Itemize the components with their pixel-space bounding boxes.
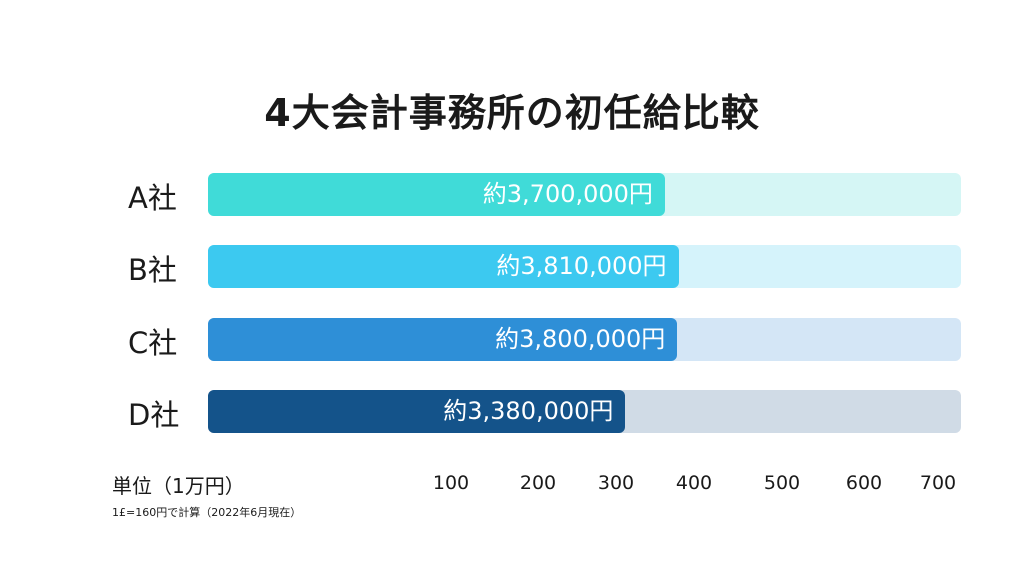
unit-label: 単位（1万円） <box>112 474 245 498</box>
x-tick-label: 500 <box>763 472 801 494</box>
category-label: D社 <box>128 398 180 432</box>
x-tick-label: 200 <box>519 472 557 494</box>
data-label: 約3,800,000円 <box>495 325 666 353</box>
x-tick-label: 100 <box>432 472 470 494</box>
footnote: 1£=160円で計算（2022年6月現在） <box>112 506 302 519</box>
bar: 約3,380,000円 <box>208 390 626 433</box>
bar: 約3,810,000円 <box>208 245 679 288</box>
category-label: A社 <box>128 181 177 215</box>
bar: 約3,700,000円 <box>208 173 665 216</box>
category-label: C社 <box>128 326 178 360</box>
data-label: 約3,380,000円 <box>443 397 614 425</box>
x-tick-label: 400 <box>675 472 713 494</box>
chart-title: 4大会計事務所の初任給比較 <box>264 91 760 135</box>
bar-track: 約3,700,000円 <box>208 173 961 216</box>
category-label: B社 <box>128 253 177 287</box>
x-tick-label: 600 <box>845 472 883 494</box>
bar-track: 約3,810,000円 <box>208 245 961 288</box>
bar-track: 約3,800,000円 <box>208 318 961 361</box>
x-tick-label: 700 <box>919 472 957 494</box>
bar: 約3,800,000円 <box>208 318 678 361</box>
data-label: 約3,810,000円 <box>496 252 667 280</box>
bar-track: 約3,380,000円 <box>208 390 961 433</box>
data-label: 約3,700,000円 <box>482 180 653 208</box>
x-tick-label: 300 <box>597 472 635 494</box>
